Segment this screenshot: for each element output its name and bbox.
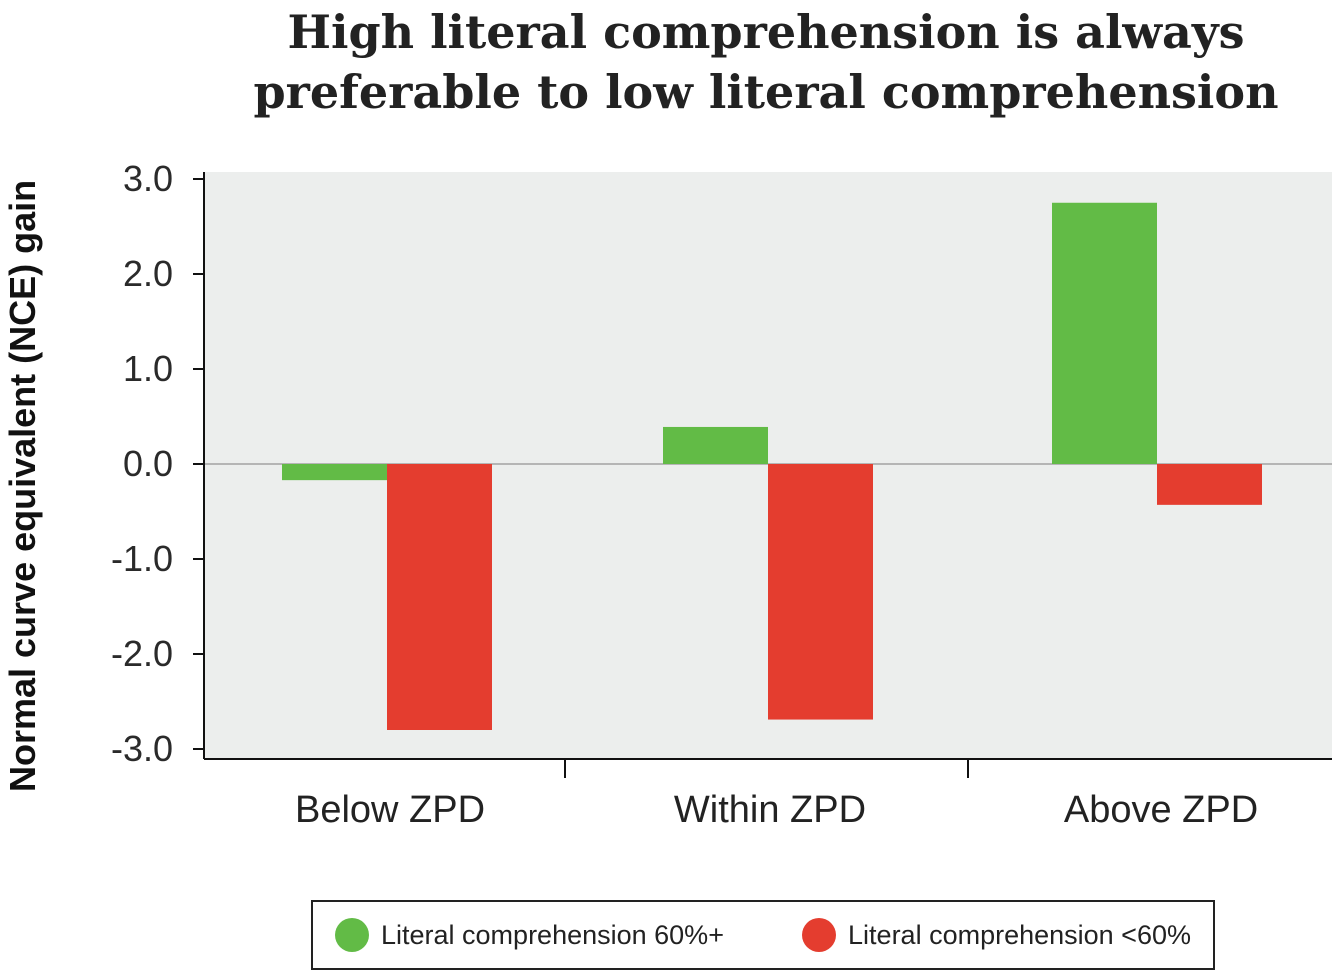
- bar-chart: 3.0 2.0 1.0 0.0 -1.0 -2.0 -3.0 Below ZPD Within …: [111, 158, 1332, 831]
- chart-title-line-1: High literal comprehension is always: [287, 5, 1245, 59]
- legend-swatch-high: [335, 918, 369, 952]
- y-tick-label: 0.0: [123, 443, 173, 484]
- y-tick-label: 2.0: [123, 253, 173, 294]
- y-tick-label: 1.0: [123, 348, 173, 389]
- y-tick-label: 3.0: [123, 158, 173, 199]
- y-tick-label: -2.0: [111, 633, 173, 674]
- legend-item-high: Literal comprehension 60%+: [335, 918, 724, 952]
- bar-high-below-zpd: [282, 464, 387, 481]
- legend-swatch-low: [802, 918, 837, 952]
- legend-item-low: Literal comprehension <60%: [802, 918, 1191, 952]
- x-category-label: Below ZPD: [295, 789, 485, 831]
- legend-label-high: Literal comprehension 60%+: [381, 919, 724, 950]
- bar-low-below-zpd: [387, 464, 492, 730]
- chart-title: High literal comprehension is always pre…: [200, 2, 1332, 122]
- y-tick-label: -3.0: [111, 728, 173, 769]
- x-category-label: Within ZPD: [674, 789, 866, 831]
- y-tick-label: -1.0: [111, 538, 173, 579]
- bar-low-above-zpd: [1157, 464, 1262, 505]
- chart-title-line-2: preferable to low literal comprehension: [253, 65, 1279, 119]
- legend-label-low: Literal comprehension <60%: [848, 919, 1191, 950]
- bar-high-within-zpd: [663, 426, 768, 464]
- legend: Literal comprehension 60%+ Literal compr…: [311, 900, 1215, 970]
- bar-low-within-zpd: [768, 464, 873, 720]
- bar-high-above-zpd: [1052, 202, 1157, 464]
- x-category-label: Above ZPD: [1064, 789, 1258, 831]
